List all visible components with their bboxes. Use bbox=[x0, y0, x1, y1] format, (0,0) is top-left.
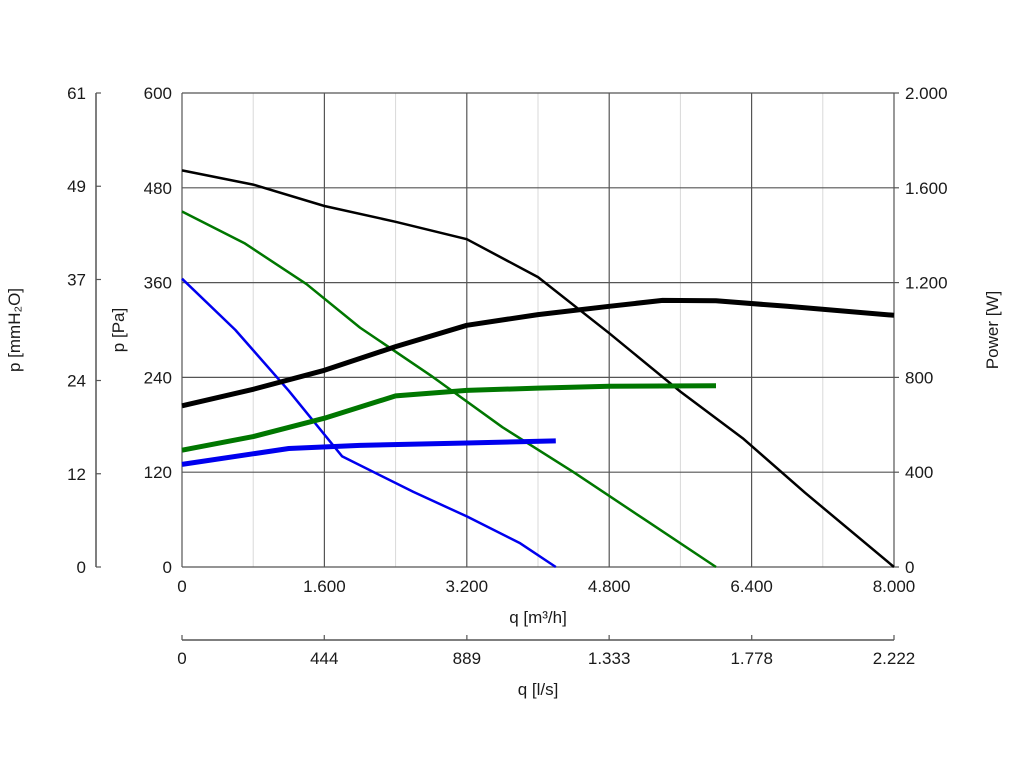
pressure-curve bbox=[181, 169, 895, 568]
y-outer-tick-label: 49 bbox=[67, 177, 86, 196]
x-tick-label: 0 bbox=[177, 577, 186, 596]
y-outer-axis-title: p [mmH₂O] bbox=[5, 288, 24, 372]
y-outer-tick-label: 37 bbox=[67, 270, 86, 289]
y-right-tick-label: 1.200 bbox=[905, 274, 948, 293]
y-outer-tick-label: 61 bbox=[67, 84, 86, 103]
x-secondary-tick-label: 444 bbox=[310, 649, 338, 668]
major-grid bbox=[181, 92, 895, 568]
x-tick-label: 1.600 bbox=[303, 577, 346, 596]
y-tick-label: 240 bbox=[144, 368, 172, 387]
x-secondary-axis-title: q [l/s] bbox=[518, 680, 559, 699]
y-tick-label: 600 bbox=[144, 84, 172, 103]
x-tick-label: 6.400 bbox=[730, 577, 773, 596]
y-right-axis-title: Power [W] bbox=[983, 291, 1002, 369]
y-tick-label: 360 bbox=[144, 274, 172, 293]
y-axis-title: p [Pa] bbox=[109, 308, 128, 352]
x-secondary-tick-label: 889 bbox=[453, 649, 481, 668]
y-tick-label: 120 bbox=[144, 463, 172, 482]
y-outer-tick-label: 0 bbox=[77, 558, 86, 577]
x-tick-label: 3.200 bbox=[446, 577, 489, 596]
power-curve bbox=[181, 438, 556, 467]
x-secondary-tick-label: 0 bbox=[177, 649, 186, 668]
y-tick-label: 0 bbox=[163, 558, 172, 577]
x-secondary-tick-label: 2.222 bbox=[873, 649, 916, 668]
y-right-tick-label: 400 bbox=[905, 463, 933, 482]
minor-grid bbox=[252, 93, 824, 567]
x-tick-label: 4.800 bbox=[588, 577, 631, 596]
x-secondary-tick-label: 1.778 bbox=[730, 649, 773, 668]
x-axis-title: q [m³/h] bbox=[509, 608, 567, 627]
y-outer-tick-label: 12 bbox=[67, 465, 86, 484]
pressure-curve bbox=[181, 210, 717, 569]
power-curve bbox=[181, 297, 895, 409]
x-secondary-tick-label: 1.333 bbox=[588, 649, 631, 668]
axes bbox=[95, 92, 899, 641]
y-tick-label: 480 bbox=[144, 179, 172, 198]
x-tick-label: 8.000 bbox=[873, 577, 916, 596]
axis-labels: 012024036048060004008001.2001.6002.00001… bbox=[5, 84, 1002, 699]
power-curve bbox=[181, 383, 717, 453]
y-right-tick-label: 1.600 bbox=[905, 179, 948, 198]
y-right-tick-label: 2.000 bbox=[905, 84, 948, 103]
y-right-tick-label: 800 bbox=[905, 368, 933, 387]
pressure-curve bbox=[181, 277, 557, 569]
curves bbox=[181, 169, 895, 569]
y-right-tick-label: 0 bbox=[905, 558, 914, 577]
y-outer-tick-label: 24 bbox=[67, 372, 86, 391]
